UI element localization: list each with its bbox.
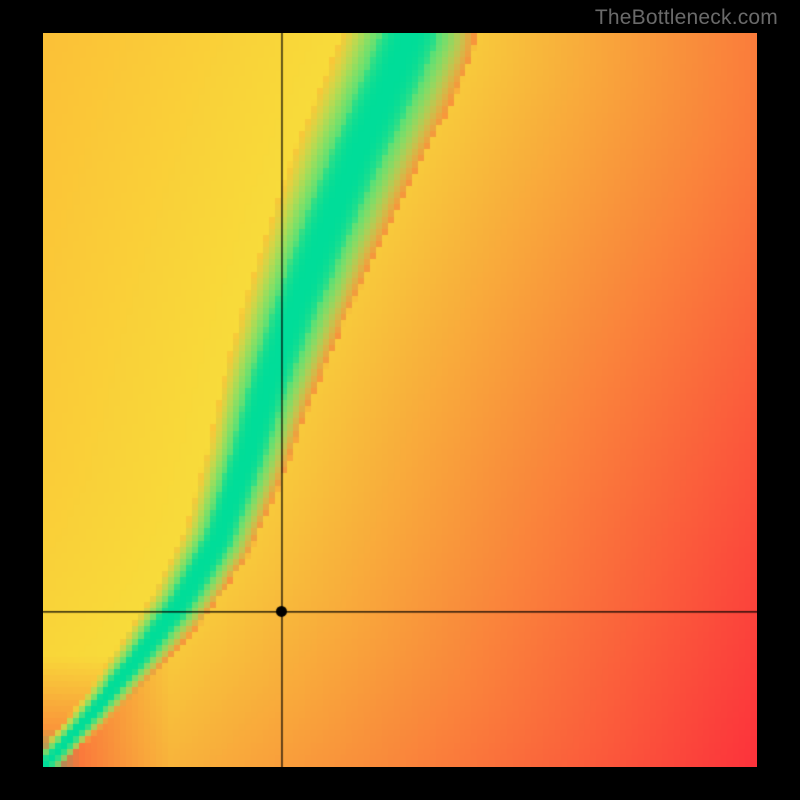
watermark-text: TheBottleneck.com [595,6,778,30]
bottleneck-heatmap [43,33,757,767]
